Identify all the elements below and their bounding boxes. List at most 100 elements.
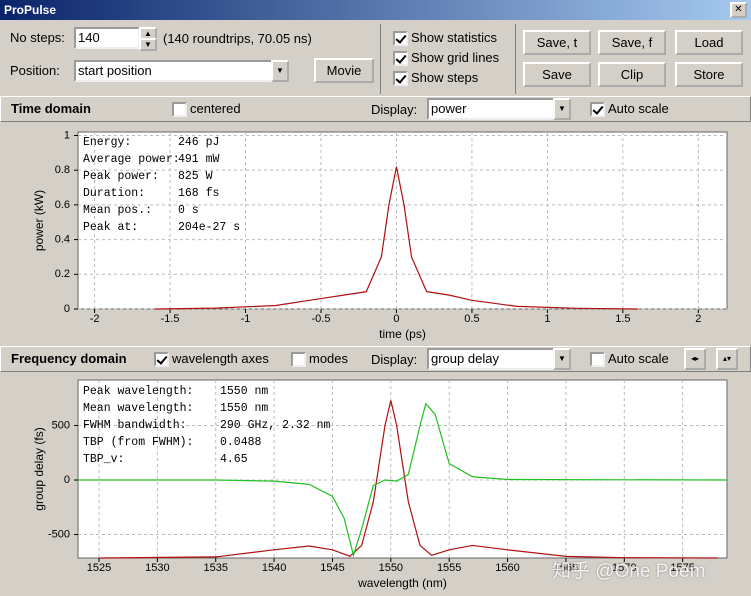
x-tick-label: 1.5 [615,313,630,325]
scroll-button[interactable]: ▴▾ [716,348,738,370]
x-tick-label: 1530 [145,562,169,574]
y-tick-label: 0.2 [55,268,70,280]
checkbox[interactable] [393,51,408,66]
stat-label: TBP (from FWHM): [83,436,193,449]
button[interactable]: Save, f [598,30,666,55]
stat-value: 0.0488 [220,436,262,449]
x-tick-label: 0.5 [464,313,479,325]
x-tick-label: 1570 [612,562,636,574]
checkbox[interactable] [393,71,408,86]
checkbox-label: Show statistics [411,30,497,45]
x-tick-label: 1535 [203,562,227,574]
x-tick-label: 1545 [320,562,344,574]
checkbox[interactable] [590,102,605,117]
stat-label: Duration: [83,187,145,200]
stat-value: 0 s [178,204,199,217]
checkbox-label: wavelength axes [172,351,269,366]
close-button[interactable]: ✕ [730,2,747,18]
data-line [78,402,728,558]
stat-value: 1550 nm [220,385,268,398]
y-tick-label: 0 [64,303,70,315]
stat-label: TBP_v: [83,453,124,466]
scroll-button[interactable]: ◂▸ [684,348,706,370]
display-select[interactable]: power [427,98,561,120]
section-title: Frequency domain [11,351,127,366]
label: No steps: [10,30,65,45]
x-tick-label: 1 [544,313,550,325]
x-tick-label: 1550 [379,562,403,574]
label: Position: [10,63,60,78]
window-title: ProPulse [4,3,57,17]
steps-input[interactable]: 140 [74,27,140,49]
y-tick-label: 0 [64,474,70,486]
checkbox-label: Show steps [411,70,479,85]
dropdown-arrow[interactable]: ▼ [553,98,571,120]
stat-label: Peak wavelength: [83,385,193,398]
y-axis-label: group delay (fs) [32,427,46,510]
x-axis-label: wavelength (nm) [357,576,447,590]
dropdown-arrow[interactable]: ▼ [271,60,289,82]
dropdown-arrow[interactable]: ▼ [553,348,571,370]
x-tick-label: 1560 [495,562,519,574]
watermark: 知乎 @One Poem [552,561,706,582]
button[interactable]: Load [675,30,743,55]
stat-value: 168 fs [178,187,219,200]
separator [515,24,516,94]
stat-label: Average power: [83,153,180,166]
x-tick-label: 1525 [87,562,111,574]
info-text: (140 roundtrips, 70.05 ns) [163,31,312,46]
checkbox[interactable] [154,352,169,367]
checkbox-label: Auto scale [608,351,669,366]
stat-label: Mean wavelength: [83,402,193,415]
display-select[interactable]: group delay [427,348,561,370]
stat-value: 491 mW [178,153,220,166]
x-tick-label: 1540 [262,562,286,574]
stat-label: FWHM bandwidth: [83,419,187,432]
y-tick-label: 0.4 [55,233,70,245]
button[interactable]: Save [523,62,591,87]
x-tick-label: -1 [241,313,251,325]
stat-value: 246 pJ [178,136,219,149]
frequency-chart: 1525 1530 1535 1540 1545 1550 1555 1560 1565 1570… [32,379,728,590]
checkbox[interactable] [291,352,306,367]
y-tick-label: -500 [48,528,70,540]
stat-label: Mean pos.: [83,204,152,217]
position-select[interactable]: start position [74,60,274,82]
checkbox[interactable] [393,31,408,46]
x-tick-label: -2 [90,313,100,325]
plot-area [77,131,728,310]
y-tick-label: 0.8 [55,164,70,176]
x-tick-label: 2 [695,313,701,325]
stat-value: 4.65 [220,453,248,466]
checkbox-label: Auto scale [608,101,669,116]
button[interactable]: Clip [598,62,666,87]
checkbox-label: Show grid lines [411,50,500,65]
stat-value: 290 GHz, 2.32 nm [220,419,331,432]
y-tick-label: 1 [64,129,70,141]
title-bar: ProPulse ✕ [0,0,751,20]
x-tick-label: 1575 [670,562,694,574]
checkbox-label: modes [309,351,349,366]
section-title: Time domain [11,101,91,116]
stat-value: 204e-27 s [178,221,240,234]
x-axis-label: time (ps) [379,327,426,341]
data-line [99,400,718,559]
x-tick-label: 1565 [554,562,578,574]
x-tick-label: -0.5 [312,313,331,325]
checkbox[interactable] [590,352,605,367]
spin-down[interactable]: ▼ [139,38,157,51]
button[interactable]: Save, t [523,30,591,55]
separator [380,24,381,94]
button[interactable]: Store [675,62,743,87]
stat-value: 1550 nm [220,402,268,415]
checkbox[interactable] [172,102,187,117]
checkbox-label: centered [190,101,241,116]
movie-button[interactable]: Movie [314,58,374,83]
y-tick-label: 0.6 [55,199,70,211]
data-line [154,166,638,310]
x-tick-label: -1.5 [161,313,180,325]
plot-area [77,379,728,559]
stat-label: Energy: [83,136,131,149]
stat-label: Peak power: [83,170,159,183]
